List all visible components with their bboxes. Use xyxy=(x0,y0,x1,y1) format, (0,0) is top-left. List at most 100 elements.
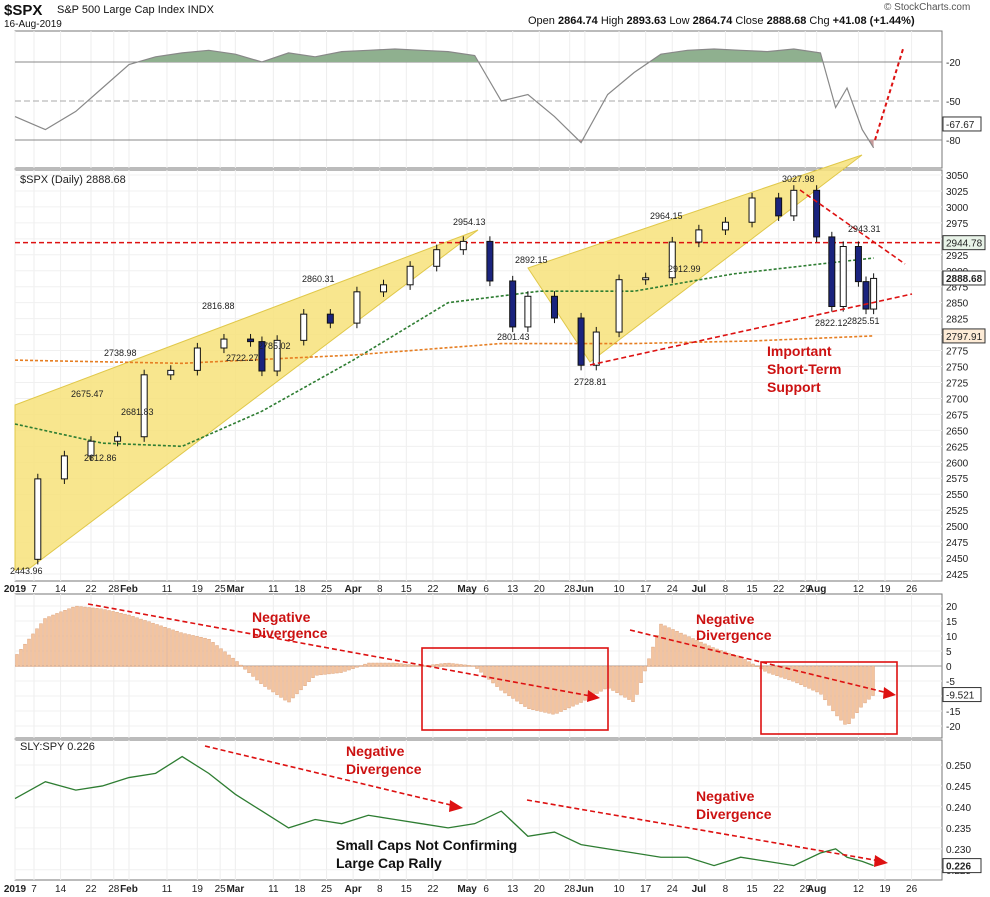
sly-y-tick-label: 0.250 xyxy=(946,761,971,772)
hist-bar xyxy=(571,665,575,707)
price-y-tick-label: 2625 xyxy=(946,442,969,453)
x-tick-label: Apr xyxy=(345,884,362,895)
up-candle xyxy=(870,277,878,310)
x-tick-label: 24 xyxy=(667,584,679,595)
hist-bar xyxy=(775,665,779,677)
hist-bar xyxy=(335,665,339,674)
hist-bar xyxy=(367,662,371,667)
hist-bar xyxy=(351,665,355,669)
up-candle xyxy=(459,240,467,251)
hist-bar xyxy=(299,665,303,691)
hist-bar xyxy=(363,663,367,667)
price-y-tick-label: 3000 xyxy=(946,203,969,214)
hist-bar xyxy=(595,665,599,694)
hist-bar xyxy=(791,665,795,682)
hist-bar xyxy=(863,665,867,704)
price-y-tick-label: 2600 xyxy=(946,458,969,469)
hist-bar xyxy=(463,664,467,667)
x-tick-label: 28 xyxy=(564,884,576,895)
price-panel-title: $SPX (Daily) 2888.68 xyxy=(20,174,126,186)
price-label: 2801.43 xyxy=(497,332,530,342)
hist-bar xyxy=(487,665,491,680)
up-candle xyxy=(592,331,600,366)
sly-annotation-2: Divergence xyxy=(696,806,772,822)
price-value-box xyxy=(942,328,986,344)
oscillator-line xyxy=(14,48,875,149)
hist-bar xyxy=(439,663,443,667)
price-y-tick-label: 2850 xyxy=(946,299,969,310)
hist-bar xyxy=(651,646,655,667)
hist-bar xyxy=(491,665,495,684)
hist-bar xyxy=(695,640,699,667)
hist-bar xyxy=(499,665,503,691)
x-tick-label: 24 xyxy=(667,884,679,895)
hist-bar xyxy=(63,610,67,667)
hist-bar xyxy=(119,613,123,667)
price-value-label: 2944.78 xyxy=(946,239,983,250)
x-tick-label: May xyxy=(457,884,477,895)
x-tick-label: 22 xyxy=(85,584,97,595)
hist-bar xyxy=(111,611,115,667)
hist-bar xyxy=(87,607,91,667)
x-tick-label: Aug xyxy=(807,884,826,895)
hist-bar xyxy=(527,665,531,709)
hist-bar xyxy=(503,665,507,694)
hist-bar xyxy=(403,663,407,667)
hist-bar xyxy=(431,664,435,667)
x-tick-label: Mar xyxy=(226,884,244,895)
hist-bar xyxy=(483,665,487,676)
osc-y-tick-label: -80 xyxy=(946,136,961,147)
price-label: 2912.99 xyxy=(668,264,701,274)
x-tick-label: 18 xyxy=(294,584,306,595)
hist-bar xyxy=(303,665,307,686)
x-tick-label: 19 xyxy=(879,584,891,595)
hist-bar xyxy=(475,665,479,669)
hist-bar xyxy=(531,665,535,710)
hist-bar xyxy=(719,650,723,667)
hist-bar xyxy=(539,665,543,712)
hist-bar xyxy=(655,635,659,667)
hist-bar xyxy=(679,632,683,667)
hist-bar xyxy=(819,665,823,695)
hist-annotation-2: Negative xyxy=(696,611,755,627)
hist-bar xyxy=(623,665,627,698)
down-candle xyxy=(486,240,494,282)
hist-bar xyxy=(799,665,803,685)
x-tick-label: 14 xyxy=(55,584,67,595)
x-tick-label: 19 xyxy=(192,584,204,595)
divergence-box-2 xyxy=(760,661,898,735)
price-label: 2443.96 xyxy=(10,566,43,576)
osc-rebound-arrow xyxy=(874,48,904,141)
hist-bar xyxy=(523,665,527,707)
x-tick-label: Feb xyxy=(120,884,138,895)
price-label: 2860.31 xyxy=(302,274,335,284)
hist-bar xyxy=(307,665,311,682)
up-candle xyxy=(406,265,414,286)
hist-bar xyxy=(643,665,647,672)
up-candle xyxy=(140,374,148,438)
up-candle xyxy=(114,436,122,442)
up-candle xyxy=(300,313,308,341)
up-candle xyxy=(748,197,756,223)
up-candle xyxy=(524,295,532,328)
price-label: 2681.83 xyxy=(121,407,154,417)
hist-bar xyxy=(99,608,103,667)
up-candle xyxy=(668,241,676,279)
hist-arrowhead-1 xyxy=(587,690,600,702)
hist-y-tick-label: -20 xyxy=(946,722,961,733)
x-tick-label: 25 xyxy=(321,584,333,595)
hist-y-tick-label: -5 xyxy=(946,677,955,688)
x-tick-label: 28 xyxy=(564,584,576,595)
hist-bar xyxy=(67,608,71,667)
hist-bar xyxy=(823,665,827,701)
hist-bar xyxy=(283,665,287,701)
hist-bar xyxy=(839,665,843,721)
x-tick-label: 25 xyxy=(215,884,227,895)
hist-bar xyxy=(515,665,519,702)
sly-spy-line xyxy=(14,755,874,867)
up-candle xyxy=(193,347,201,371)
hist-bar xyxy=(319,665,323,676)
hist-bar xyxy=(59,611,63,667)
hist-y-tick-label: 0 xyxy=(946,662,952,673)
hist-bar xyxy=(771,665,775,675)
